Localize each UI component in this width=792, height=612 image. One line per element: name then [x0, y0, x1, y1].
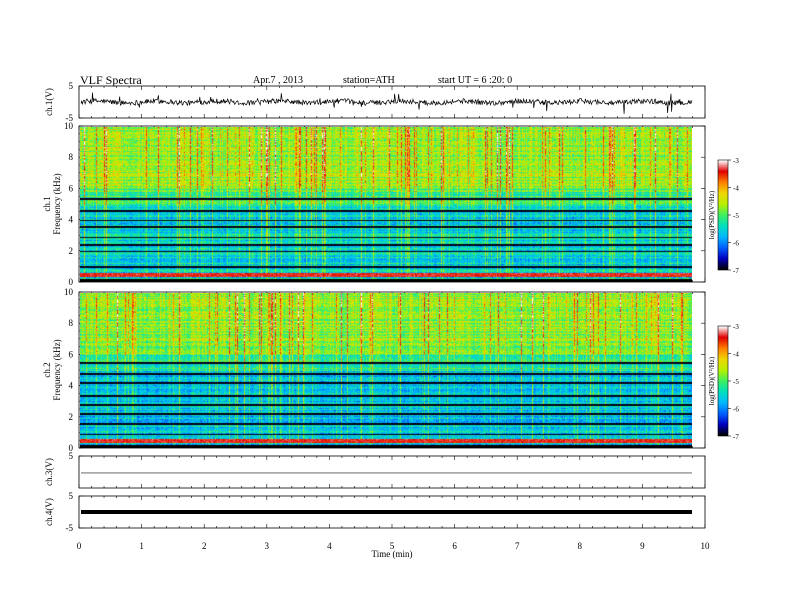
colorbar-tick-label: -7 — [733, 267, 739, 275]
colorbar-tick-label: -5 — [733, 378, 739, 386]
spectrogram-ch1-image — [80, 127, 692, 282]
colorbar-ch2: -3 -4 -5 -6 -7 log(PSD)(V²/Hz) — [708, 323, 739, 441]
waveform-trace — [81, 510, 692, 514]
header-title: VLF Spectra — [80, 73, 142, 87]
colorbar-ch1-image — [718, 160, 728, 270]
x-tick-label: 6 — [452, 541, 457, 551]
y-axis-label-channel: ch.1 — [42, 196, 52, 211]
colorbar-ch2-image — [718, 326, 728, 436]
colorbar-tick-label: -7 — [733, 433, 739, 441]
y-tick-label: -5 — [66, 523, 74, 533]
y-tick-label: 4 — [69, 381, 74, 391]
x-tick-label: 9 — [640, 541, 645, 551]
y-tick-label: 0 — [69, 443, 74, 453]
y-tick-label: 5 — [69, 451, 74, 461]
plot-frame — [78, 455, 706, 489]
y-tick-label: 2 — [69, 246, 74, 256]
panel-ch3-waveform: ch.3(V) 5 — [44, 451, 706, 489]
colorbar-tick-label: -3 — [733, 323, 739, 331]
y-axis-label: ch.3(V) — [44, 458, 54, 486]
y-axis-label-channel: ch.2 — [42, 362, 52, 377]
x-tick-label: 2 — [202, 541, 207, 551]
panel-ch1-waveform: ch.1(V) 5 -5 — [44, 81, 706, 123]
x-tick-label: 7 — [515, 541, 520, 551]
y-tick-label: 10 — [64, 287, 74, 297]
y-tick-label: 5 — [69, 491, 74, 501]
y-axis-label: ch.4(V) — [44, 498, 54, 526]
colorbar-label: log(PSD)(V²/Hz) — [708, 190, 716, 239]
header-station: station=ATH — [343, 75, 395, 86]
colorbar-tick-label: -6 — [733, 406, 739, 414]
y-tick-label: 0 — [69, 277, 74, 287]
y-axis-label: ch.1(V) — [44, 88, 54, 116]
y-tick-label: 5 — [69, 81, 74, 91]
x-tick-label: 4 — [327, 541, 332, 551]
y-tick-label: -5 — [66, 113, 74, 123]
x-tick-label: 1 — [139, 541, 144, 551]
y-tick-label: 10 — [64, 121, 74, 131]
colorbar-tick-label: -4 — [733, 185, 739, 193]
x-tick-label: 0 — [77, 541, 82, 551]
panel-ch2-spectrogram: ch.2 Frequency (kHz) 0 2 4 6 8 10 — [42, 287, 706, 453]
y-tick-label: 6 — [69, 349, 74, 359]
x-tick-label: 5 — [390, 541, 395, 551]
waveform-trace — [80, 92, 693, 114]
y-tick-label: 2 — [69, 412, 74, 422]
colorbar-tick-label: -6 — [733, 240, 739, 248]
colorbar-label: log(PSD)(V²/Hz) — [708, 356, 716, 405]
x-axis: 0 1 2 3 4 5 6 7 8 9 10 Time (min) — [77, 541, 710, 559]
y-tick-label: 6 — [69, 183, 74, 193]
y-axis-label: Frequency (kHz) — [52, 173, 62, 234]
panel-ch4-waveform: ch.4(V) 5 -5 — [44, 491, 706, 533]
colorbar-tick-label: -3 — [733, 157, 739, 165]
header-date: Apr.7 , 2013 — [253, 75, 303, 86]
panel-ch1-spectrogram: ch.1 Frequency (kHz) 0 2 4 6 8 10 — [42, 121, 706, 287]
y-axis-label: Frequency (kHz) — [52, 339, 62, 400]
colorbar-tick-label: -5 — [733, 212, 739, 220]
x-tick-label: 8 — [578, 541, 583, 551]
x-tick-label: 10 — [701, 541, 711, 551]
x-tick-label: 3 — [265, 541, 270, 551]
y-tick-label: 8 — [69, 318, 74, 328]
y-tick-label: 4 — [69, 215, 74, 225]
colorbar-tick-label: -4 — [733, 351, 739, 359]
header-start-time: start UT = 6 :20: 0 — [438, 75, 513, 86]
y-tick-label: 8 — [69, 152, 74, 162]
colorbar-ch1: -3 -4 -5 -6 -7 log(PSD)(V²/Hz) — [708, 157, 739, 275]
x-axis-label: Time (min) — [372, 549, 413, 559]
spectrogram-ch2-image — [80, 293, 692, 448]
